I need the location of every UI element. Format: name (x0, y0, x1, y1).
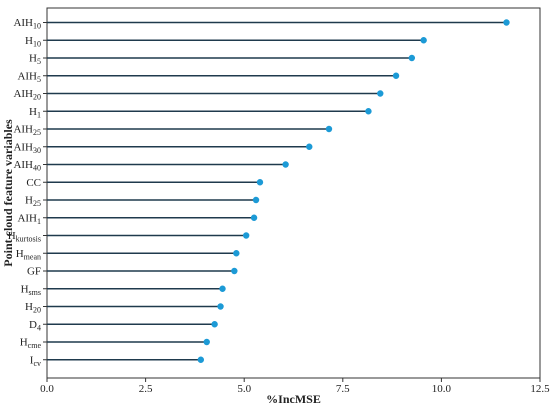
category-label: AIH5 (17, 70, 41, 84)
category-label-subscript: 1 (37, 217, 41, 226)
category-label: H1 (29, 106, 41, 120)
category-label: Hkurtosis (8, 230, 41, 244)
category-label: GF (27, 266, 41, 278)
category-label-base: AIH (17, 70, 37, 82)
category-label-subscript: cv (33, 359, 41, 368)
category-label-base: D (29, 319, 37, 331)
x-tick-label: 12.5 (530, 383, 550, 395)
category-label-base: AIH (13, 159, 33, 171)
category-label-subscript: 10 (33, 22, 41, 31)
category-label: Hcme (20, 337, 42, 351)
lollipop-point (242, 232, 250, 239)
lollipop-stems (47, 21, 507, 361)
x-axis-title: %IncMSE (266, 392, 321, 406)
lollipop-point (231, 267, 238, 275)
category-label-subscript: mean (24, 252, 41, 261)
lollipop-point (219, 285, 226, 292)
category-label: H5 (29, 53, 41, 67)
category-label-subscript: 10 (33, 39, 41, 48)
category-label-base: AIH (13, 124, 33, 136)
lollipop-point (420, 37, 427, 44)
category-label-base: H (25, 35, 33, 47)
category-label-base: H (16, 248, 24, 260)
category-label: H25 (25, 195, 41, 209)
lollipop-point (197, 356, 205, 363)
category-label-subscript: 25 (33, 199, 41, 208)
category-label-subscript: 1 (37, 110, 41, 119)
category-label: Hsms (21, 283, 41, 297)
category-label-base: H (29, 53, 37, 65)
category-label: AIH10 (13, 17, 41, 31)
y-axis-title: Point cloud feature variables (1, 119, 15, 267)
x-tick-label: 5.0 (237, 383, 251, 395)
category-label-subscript: 4 (37, 323, 41, 332)
category-label-subscript: 25 (33, 128, 41, 137)
category-label-subscript: 20 (33, 93, 41, 102)
lollipop-point (408, 54, 416, 62)
category-label-subscript: 30 (33, 146, 41, 155)
lollipop-point (325, 125, 333, 133)
category-label: H20 (25, 301, 41, 315)
category-label-base: H (25, 301, 33, 313)
category-label-base: AIH (13, 88, 33, 100)
lollipop-point (203, 338, 210, 346)
lollipop-point (392, 72, 400, 79)
category-label-subscript: 5 (37, 57, 41, 66)
category-label: Hmean (16, 248, 41, 262)
category-label-subscript: 20 (33, 306, 41, 315)
x-tick-label: 2.5 (139, 383, 153, 395)
category-label: AIH1 (17, 212, 41, 226)
plot-frame (46, 7, 541, 379)
lollipop-point (211, 321, 218, 328)
lollipop-point (217, 303, 224, 310)
category-label-base: I (30, 354, 34, 366)
category-label: AIH30 (13, 141, 41, 155)
category-label: AIH25 (13, 124, 41, 138)
category-label: AIH40 (13, 159, 41, 173)
lollipop-point (252, 196, 260, 204)
category-label-base: H (20, 337, 28, 349)
category-label-base: H (21, 283, 29, 295)
x-axis-ticks: 0.0 2.5 5.0 7.5 10.0 12.5 (40, 378, 550, 395)
category-label: Icv (30, 354, 41, 368)
x-tick-label: 7.5 (336, 383, 350, 395)
x-tick-label: 0.0 (40, 383, 54, 395)
category-label: CC (26, 177, 41, 189)
category-label-base: H (8, 230, 16, 242)
category-label: H10 (25, 35, 41, 49)
category-label-base: GF (27, 266, 41, 278)
lollipop-point (282, 161, 289, 168)
lollipop-point (250, 214, 258, 221)
lollipop-points (197, 19, 510, 363)
lollipop-point (306, 143, 313, 150)
category-label-subscript: kurtosis (16, 235, 41, 244)
lollipop-point (503, 19, 510, 26)
category-label-base: AIH (13, 141, 33, 153)
lollipop-point (233, 250, 240, 257)
lollipop-point (365, 108, 372, 115)
x-tick-label: 10.0 (432, 383, 452, 395)
category-label-base: H (25, 195, 33, 207)
category-label-subscript: 5 (37, 75, 41, 84)
category-label-subscript: sms (29, 288, 41, 297)
category-label: AIH20 (13, 88, 41, 102)
category-label-base: CC (26, 177, 41, 189)
lollipop-point (256, 179, 264, 186)
lollipop-point (377, 90, 384, 97)
category-label-subscript: 40 (33, 164, 41, 173)
category-label-base: AIH (17, 212, 37, 224)
y-axis-category-labels: AIH10H10H5AIH5AIH20H1AIH25AIH30AIH40CCH2… (8, 17, 47, 368)
plot-border (46, 7, 541, 379)
category-label-subscript: cme (28, 341, 42, 350)
category-label-base: H (29, 106, 37, 118)
category-label: D4 (29, 319, 41, 333)
category-label-base: AIH (13, 17, 33, 29)
